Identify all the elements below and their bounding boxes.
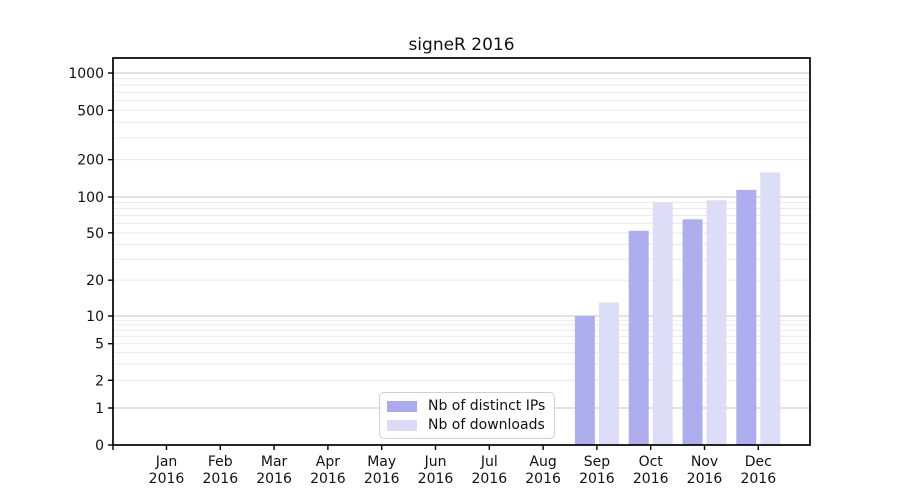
y-tick-label: 50 [86, 226, 104, 242]
legend-swatch-downloads [387, 419, 417, 431]
legend-label-downloads: Nb of downloads [428, 417, 545, 433]
chart-title: signeR 2016 [408, 35, 515, 55]
x-tick-label-month: Feb [208, 454, 233, 470]
x-tick-label-year: 2016 [202, 471, 238, 487]
x-tick-label-year: 2016 [525, 471, 561, 487]
y-tick-label: 20 [86, 273, 104, 289]
x-tick-label-month: Jan [155, 454, 178, 470]
x-tick-label-month: Oct [639, 454, 664, 470]
x-tick-label-month: Jul [480, 454, 498, 470]
x-tick-label-month: Mar [261, 454, 288, 470]
legend-item-distinct-ips: Nb of distinct IPs [387, 398, 545, 414]
y-tick-label: 2 [95, 373, 104, 389]
y-tick-label: 0 [95, 438, 104, 454]
x-tick-label-year: 2016 [740, 471, 776, 487]
bar-sep-2016-nb-of-downloads [598, 302, 619, 445]
x-tick-label-year: 2016 [310, 471, 346, 487]
x-tick-label-year: 2016 [418, 471, 454, 487]
bar-dec-2016-nb-of-downloads [760, 172, 781, 445]
y-tick-label: 500 [77, 103, 104, 119]
legend-item-downloads: Nb of downloads [387, 417, 545, 433]
legend-swatch-distinct-ips [387, 400, 417, 412]
legend-label-distinct-ips: Nb of distinct IPs [428, 398, 546, 414]
x-tick-label-month: Dec [745, 454, 772, 470]
bar-oct-2016-nb-of-distinct-ips [628, 230, 649, 445]
y-tick-label: 10 [86, 309, 104, 325]
bar-oct-2016-nb-of-downloads [652, 202, 673, 445]
x-tick-label-year: 2016 [633, 471, 669, 487]
y-tick-label: 5 [95, 337, 104, 353]
bar-nov-2016-nb-of-distinct-ips [682, 219, 703, 445]
x-tick-label-month: Apr [316, 454, 340, 470]
bar-nov-2016-nb-of-downloads [706, 200, 727, 445]
x-tick-label-year: 2016 [364, 471, 400, 487]
bar-dec-2016-nb-of-distinct-ips [736, 189, 757, 445]
y-tick-label: 1 [95, 401, 104, 417]
x-tick-label-month: Sep [584, 454, 611, 470]
y-tick-label: 100 [77, 190, 104, 206]
x-tick-label-year: 2016 [149, 471, 185, 487]
x-tick-label-month: Jun [424, 454, 447, 470]
x-tick-label-year: 2016 [687, 471, 723, 487]
y-tick-label: 200 [77, 153, 104, 169]
x-tick-label-year: 2016 [256, 471, 292, 487]
x-tick-label-year: 2016 [579, 471, 615, 487]
plot-border [112, 57, 811, 446]
x-tick-label-year: 2016 [471, 471, 507, 487]
y-tick-label: 1000 [68, 66, 104, 82]
x-tick-label-month: Aug [529, 454, 556, 470]
x-tick-label-month: Nov [691, 454, 718, 470]
legend: Nb of distinct IPs Nb of downloads [379, 392, 556, 439]
x-tick-label-month: May [367, 454, 396, 470]
bar-sep-2016-nb-of-distinct-ips [574, 316, 595, 445]
